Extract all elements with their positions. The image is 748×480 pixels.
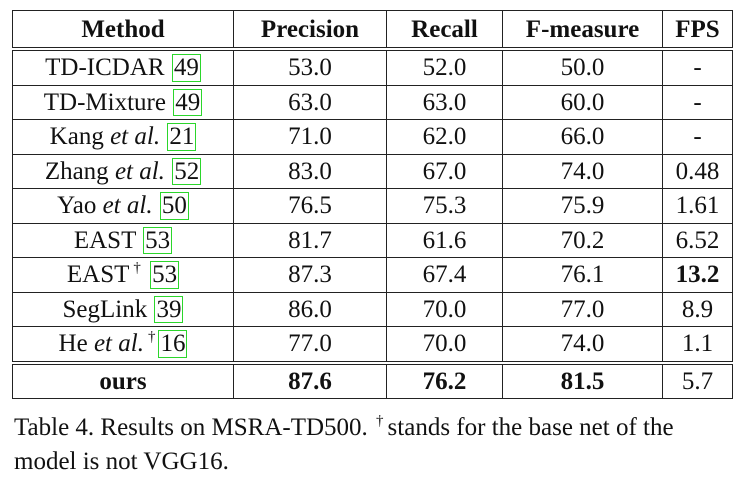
fps-cell: 6.52 [662, 222, 733, 258]
fmeasure-cell: 74.0 [502, 326, 663, 365]
recall-cell: 70.0 [386, 291, 503, 327]
fps-cell: 13.2 [662, 257, 733, 293]
method-name: TD-ICDAR [45, 54, 171, 81]
method-cell: EAST 53 [12, 222, 234, 258]
citation-link[interactable]: 50 [159, 192, 189, 220]
fps-cell: 1.1 [662, 326, 733, 365]
citation-link[interactable]: 53 [143, 226, 173, 254]
table-row: EAST 53 81.7 61.6 70.2 6.52 [12, 222, 733, 258]
precision-cell: 83.0 [233, 153, 387, 189]
recall-cell: 61.6 [386, 222, 503, 258]
citation-link[interactable]: 53 [150, 261, 180, 289]
table-row: EAST † 53 87.3 67.4 76.1 13.2 [12, 257, 733, 293]
fps-cell: 5.7 [662, 362, 733, 399]
method-cell: TD-Mixture 49 [12, 84, 234, 120]
fps-cell: - [662, 119, 733, 155]
citation-link[interactable]: 49 [173, 88, 203, 116]
precision-cell: 53.0 [233, 47, 387, 86]
table-caption: Table 4. Results on MSRA-TD500. † stands … [14, 404, 736, 479]
method-name: EAST [66, 261, 130, 288]
method-cell: ours [12, 362, 234, 399]
fmeasure-cell: 70.2 [502, 222, 663, 258]
method-name: TD-Mixture [43, 88, 173, 116]
table-row: TD-ICDAR 49 53.0 52.0 50.0 - [12, 47, 733, 86]
method-name: Zhang [44, 157, 115, 185]
header-precision: Precision [233, 10, 387, 50]
recall-cell: 76.2 [386, 362, 503, 399]
citation-link[interactable]: 52 [172, 157, 202, 185]
fmeasure-cell: 74.0 [502, 153, 663, 189]
precision-cell: 81.7 [233, 222, 387, 258]
method-name: He [58, 330, 94, 357]
precision-cell: 86.0 [233, 291, 387, 327]
recall-cell: 67.0 [386, 153, 503, 189]
method-name: EAST [73, 226, 143, 254]
recall-cell: 70.0 [386, 326, 503, 365]
recall-cell: 75.3 [386, 188, 503, 224]
caption-text: stands for the base net of the [387, 414, 674, 441]
precision-cell: 87.3 [233, 257, 387, 293]
method-etal: et al. [102, 192, 153, 219]
fps-cell: - [662, 84, 733, 120]
method-cell: EAST † 53 [12, 257, 234, 293]
results-table-container: Method Precision Recall F-measure FPS TD… [12, 10, 733, 399]
method-name: Yao [57, 192, 103, 219]
recall-cell: 63.0 [386, 84, 503, 120]
results-table: Method Precision Recall F-measure FPS TD… [12, 10, 733, 399]
table-row: TD-Mixture 49 63.0 63.0 60.0 - [12, 84, 733, 120]
fmeasure-cell: 60.0 [502, 84, 663, 120]
precision-cell: 87.6 [233, 362, 387, 399]
method-cell: SegLink 39 [12, 291, 234, 327]
citation-link[interactable]: 39 [154, 295, 184, 323]
table-body: TD-ICDAR 49 53.0 52.0 50.0 - TD-Mixture … [12, 47, 733, 399]
fmeasure-cell: 50.0 [502, 47, 663, 86]
method-name: SegLink [62, 295, 154, 323]
header-method: Method [12, 10, 234, 50]
fps-cell: 1.61 [662, 188, 733, 224]
fmeasure-cell: 81.5 [502, 362, 663, 399]
recall-cell: 52.0 [386, 47, 503, 86]
precision-cell: 63.0 [233, 84, 387, 120]
table-row: Yao et al. 50 76.5 75.3 75.9 1.61 [12, 188, 733, 224]
fps-cell: 8.9 [662, 291, 733, 327]
dagger-mark: † [147, 329, 156, 345]
citation-link[interactable]: 21 [167, 123, 197, 151]
caption-dagger: † [376, 413, 384, 429]
fmeasure-cell: 77.0 [502, 291, 663, 327]
citation-link[interactable]: 16 [158, 330, 188, 358]
table-row: SegLink 39 86.0 70.0 77.0 8.9 [12, 291, 733, 327]
fmeasure-cell: 66.0 [502, 119, 663, 155]
method-name: Kang [49, 123, 111, 150]
method-cell: He et al. † 16 [12, 326, 234, 365]
precision-cell: 76.5 [233, 188, 387, 224]
method-etal: et al. [110, 123, 161, 150]
fmeasure-cell: 76.1 [502, 257, 663, 293]
header-fmeasure: F-measure [502, 10, 663, 50]
method-cell: TD-ICDAR 49 [12, 47, 234, 86]
method-etal: et al. [114, 157, 165, 185]
method-cell: Yao et al. 50 [12, 188, 234, 224]
header-recall: Recall [386, 10, 503, 50]
table-header-row: Method Precision Recall F-measure FPS [12, 10, 733, 50]
precision-cell: 77.0 [233, 326, 387, 365]
fmeasure-cell: 75.9 [502, 188, 663, 224]
caption-line-2: model is not VGG16. [14, 448, 229, 475]
table-row: He et al. † 16 77.0 70.0 74.0 1.1 [12, 326, 733, 365]
table-row-ours: ours 87.6 76.2 81.5 5.7 [12, 362, 733, 399]
recall-cell: 67.4 [386, 257, 503, 293]
dagger-mark: † [133, 260, 141, 276]
method-cell: Kang et al. 21 [12, 119, 234, 155]
citation-link[interactable]: 49 [171, 54, 201, 82]
caption-text: Table 4. Results on MSRA-TD500. [14, 414, 368, 441]
fps-cell: 0.48 [662, 153, 733, 189]
caption-line-1: Table 4. Results on MSRA-TD500. † stands … [14, 404, 736, 445]
table-row: Zhang et al. 52 83.0 67.0 74.0 0.48 [12, 153, 733, 189]
method-etal: et al. [93, 330, 144, 357]
fps-cell: - [662, 47, 733, 86]
precision-cell: 71.0 [233, 119, 387, 155]
method-cell: Zhang et al. 52 [12, 153, 234, 189]
recall-cell: 62.0 [386, 119, 503, 155]
table-row: Kang et al. 21 71.0 62.0 66.0 - [12, 119, 733, 155]
header-fps: FPS [662, 10, 733, 50]
